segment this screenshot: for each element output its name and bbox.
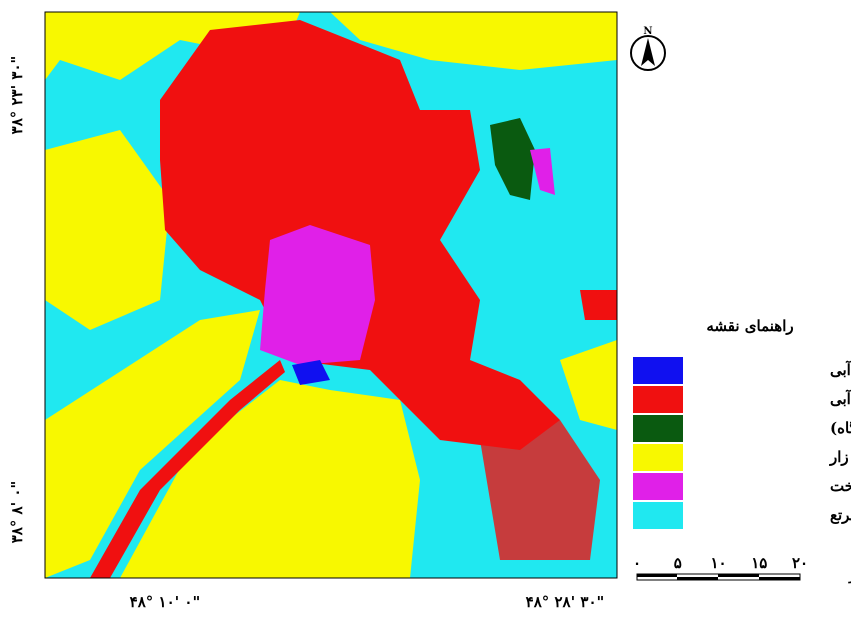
legend-label: مناطق آبی	[830, 360, 851, 379]
legend-swatch	[633, 415, 683, 442]
map-figure: N ۳۸° ۲۳' ۳۰" ۳۸° ۸' ۰" ۴۸° ۱۰' ۰" ۴۸° ۲…	[0, 0, 851, 616]
map-image	[45, 12, 617, 578]
legend-label: نواحی انسان ساخت	[830, 477, 851, 495]
legend-title: راهنمای نقشه	[706, 317, 793, 335]
scale-label: ۱۵	[751, 554, 767, 572]
scale-label: ۰	[633, 554, 641, 572]
north-label: N	[643, 26, 652, 37]
legend-label: مرتع	[830, 506, 851, 524]
lon-label: ۴۸° ۱۰' ۰"	[130, 593, 201, 611]
lon-label: ۴۸° ۲۸' ۳۰"	[526, 593, 605, 611]
legend-swatch	[633, 502, 683, 529]
legend-swatch	[633, 357, 683, 384]
scale-label: ۵	[674, 554, 682, 572]
lat-label: ۳۸° ۸' ۰"	[8, 481, 26, 544]
legend: مناطق آبی زراعت آبی مرتع متراکم (فرودگاه) د…	[633, 357, 851, 529]
legend-swatch	[633, 473, 683, 500]
legend-swatch	[633, 386, 683, 413]
legend-label: مرتع متراکم (فرودگاه)	[830, 419, 851, 437]
north-arrow: N	[631, 26, 665, 70]
legend-swatch	[633, 444, 683, 471]
legend-label: زراعت آبی	[830, 389, 851, 408]
lat-label: ۳۸° ۲۳' ۳۰"	[8, 56, 26, 135]
scale-label: ۲۰	[792, 554, 808, 572]
scale-label: ۱۰	[710, 554, 726, 572]
legend-label: دیم زار	[829, 448, 851, 466]
scale-bar: ۰۵۱۰۱۵۲۰کیلومتر	[633, 554, 851, 584]
